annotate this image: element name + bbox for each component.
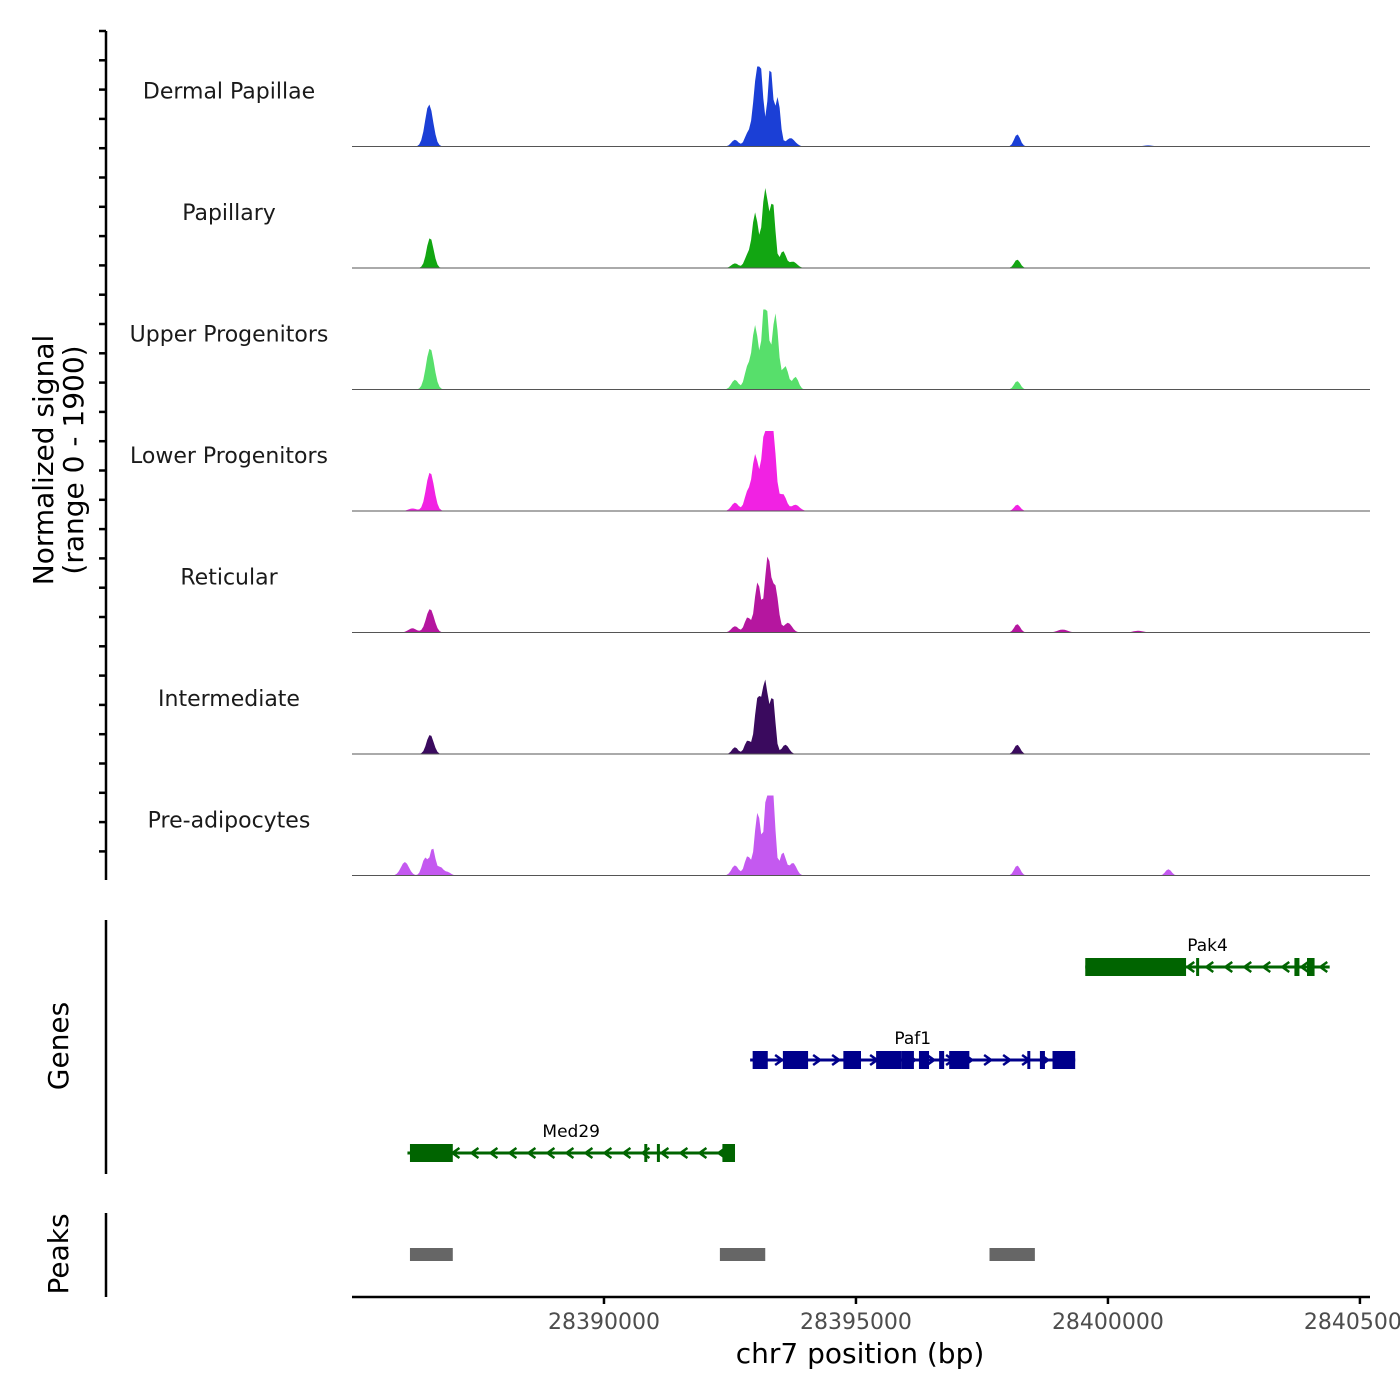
coverage-area: [352, 795, 1370, 876]
gene-exon: [939, 1051, 945, 1069]
coverage-area: [352, 188, 1370, 268]
gene-exon: [1307, 958, 1315, 976]
y-axis-title-line1: Normalized signal: [27, 335, 60, 586]
strand-arrow: [831, 1053, 842, 1067]
gene-med29: Med29: [407, 1122, 736, 1162]
strand-arrow: [1185, 960, 1195, 974]
gene-exon: [876, 1051, 902, 1069]
gene-pak4: Pak4: [1085, 936, 1330, 976]
coverage-tracks: Dermal Papillae Papillary Upper Progenitor…: [130, 66, 1370, 876]
gene-paf1: Paf1: [750, 1029, 1076, 1069]
strand-arrow: [1261, 960, 1271, 974]
gene-track: Pak4 Paf1 Med29: [407, 936, 1330, 1162]
track-label: Intermediate: [158, 687, 300, 712]
track-label: Lower Progenitors: [130, 444, 328, 469]
x-tick-label: 28390000: [548, 1310, 660, 1335]
coverage-track: Upper Progenitors: [130, 309, 1370, 390]
coverage-track: Papillary: [182, 188, 1370, 269]
gene-exon: [752, 1051, 768, 1069]
signal-y-axis-ticks: [99, 29, 106, 853]
gene-exon: [722, 1144, 736, 1162]
gene-exon: [656, 1144, 660, 1162]
y-axis-title-line2: (range 0 - 1900): [57, 345, 90, 574]
x-axis-title: chr7 position (bp): [736, 1337, 985, 1370]
gene-exon: [1085, 958, 1187, 976]
strand-arrow: [1242, 960, 1252, 974]
coverage-track: Lower Progenitors: [130, 431, 1370, 512]
gene-exon: [843, 1051, 861, 1069]
gene-exon: [782, 1051, 809, 1069]
gene-label: Paf1: [894, 1029, 931, 1049]
strand-arrow: [507, 1146, 518, 1160]
coverage-track: Reticular: [180, 556, 1370, 633]
peak-region: [989, 1248, 1035, 1261]
genes-axis-title: Genes: [42, 1002, 75, 1090]
strand-arrow: [545, 1146, 556, 1160]
peaks-axis-title: Peaks: [42, 1213, 75, 1294]
strand-arrow: [774, 1053, 785, 1067]
strand-arrow: [1318, 960, 1328, 974]
x-tick-label: 28395000: [800, 1310, 912, 1335]
strand-arrow: [488, 1146, 499, 1160]
gene-exon: [1039, 1051, 1045, 1069]
strand-arrow: [678, 1146, 689, 1160]
peak-track: [409, 1248, 1035, 1261]
strand-arrow: [1002, 1053, 1013, 1067]
track-label: Dermal Papillae: [143, 80, 315, 105]
gene-label: Med29: [542, 1122, 600, 1142]
gene-exon: [949, 1051, 970, 1069]
coverage-track: Pre-adipocytes: [148, 795, 1370, 876]
strand-arrow: [469, 1146, 480, 1160]
gene-exon: [644, 1144, 648, 1162]
strand-arrow: [926, 1053, 937, 1067]
coverage-area: [352, 556, 1370, 633]
x-tick-label: 28405000: [1304, 1310, 1400, 1335]
peak-region: [719, 1248, 766, 1261]
gene-exon: [901, 1051, 914, 1069]
strand-arrow: [602, 1146, 613, 1160]
coverage-area: [352, 309, 1370, 390]
strand-arrow: [1299, 960, 1309, 974]
track-label: Reticular: [180, 566, 278, 591]
strand-arrow: [812, 1053, 823, 1067]
strand-arrow: [659, 1146, 670, 1160]
strand-arrow: [564, 1146, 575, 1160]
coverage-area: [352, 66, 1370, 147]
gene-exon: [918, 1051, 930, 1069]
strand-arrow: [983, 1053, 994, 1067]
track-label: Upper Progenitors: [130, 323, 329, 348]
x-axis-ticks: 28390000 28395000 28400000 28405000: [548, 1297, 1400, 1335]
gene-exon: [409, 1144, 453, 1162]
track-label: Pre-adipocytes: [148, 809, 311, 834]
peak-region: [409, 1248, 453, 1261]
coverage-track: Intermediate: [158, 679, 1370, 755]
coverage-area: [352, 431, 1370, 511]
gene-exon: [1294, 958, 1300, 976]
strand-arrow: [621, 1146, 632, 1160]
gene-exon: [1027, 1051, 1031, 1069]
strand-arrow: [1204, 960, 1214, 974]
x-tick-label: 28400000: [1052, 1310, 1164, 1335]
strand-arrow: [697, 1146, 708, 1160]
track-label: Papillary: [182, 201, 276, 226]
strand-arrow: [526, 1146, 537, 1160]
gene-exon: [1052, 1051, 1076, 1069]
gene-label: Pak4: [1187, 936, 1228, 956]
strand-arrow: [1223, 960, 1233, 974]
gene-exon: [1196, 958, 1200, 976]
strand-arrow: [583, 1146, 594, 1160]
coverage-area: [352, 679, 1370, 754]
strand-arrow: [1280, 960, 1290, 974]
coverage-track: Dermal Papillae: [143, 66, 1370, 147]
